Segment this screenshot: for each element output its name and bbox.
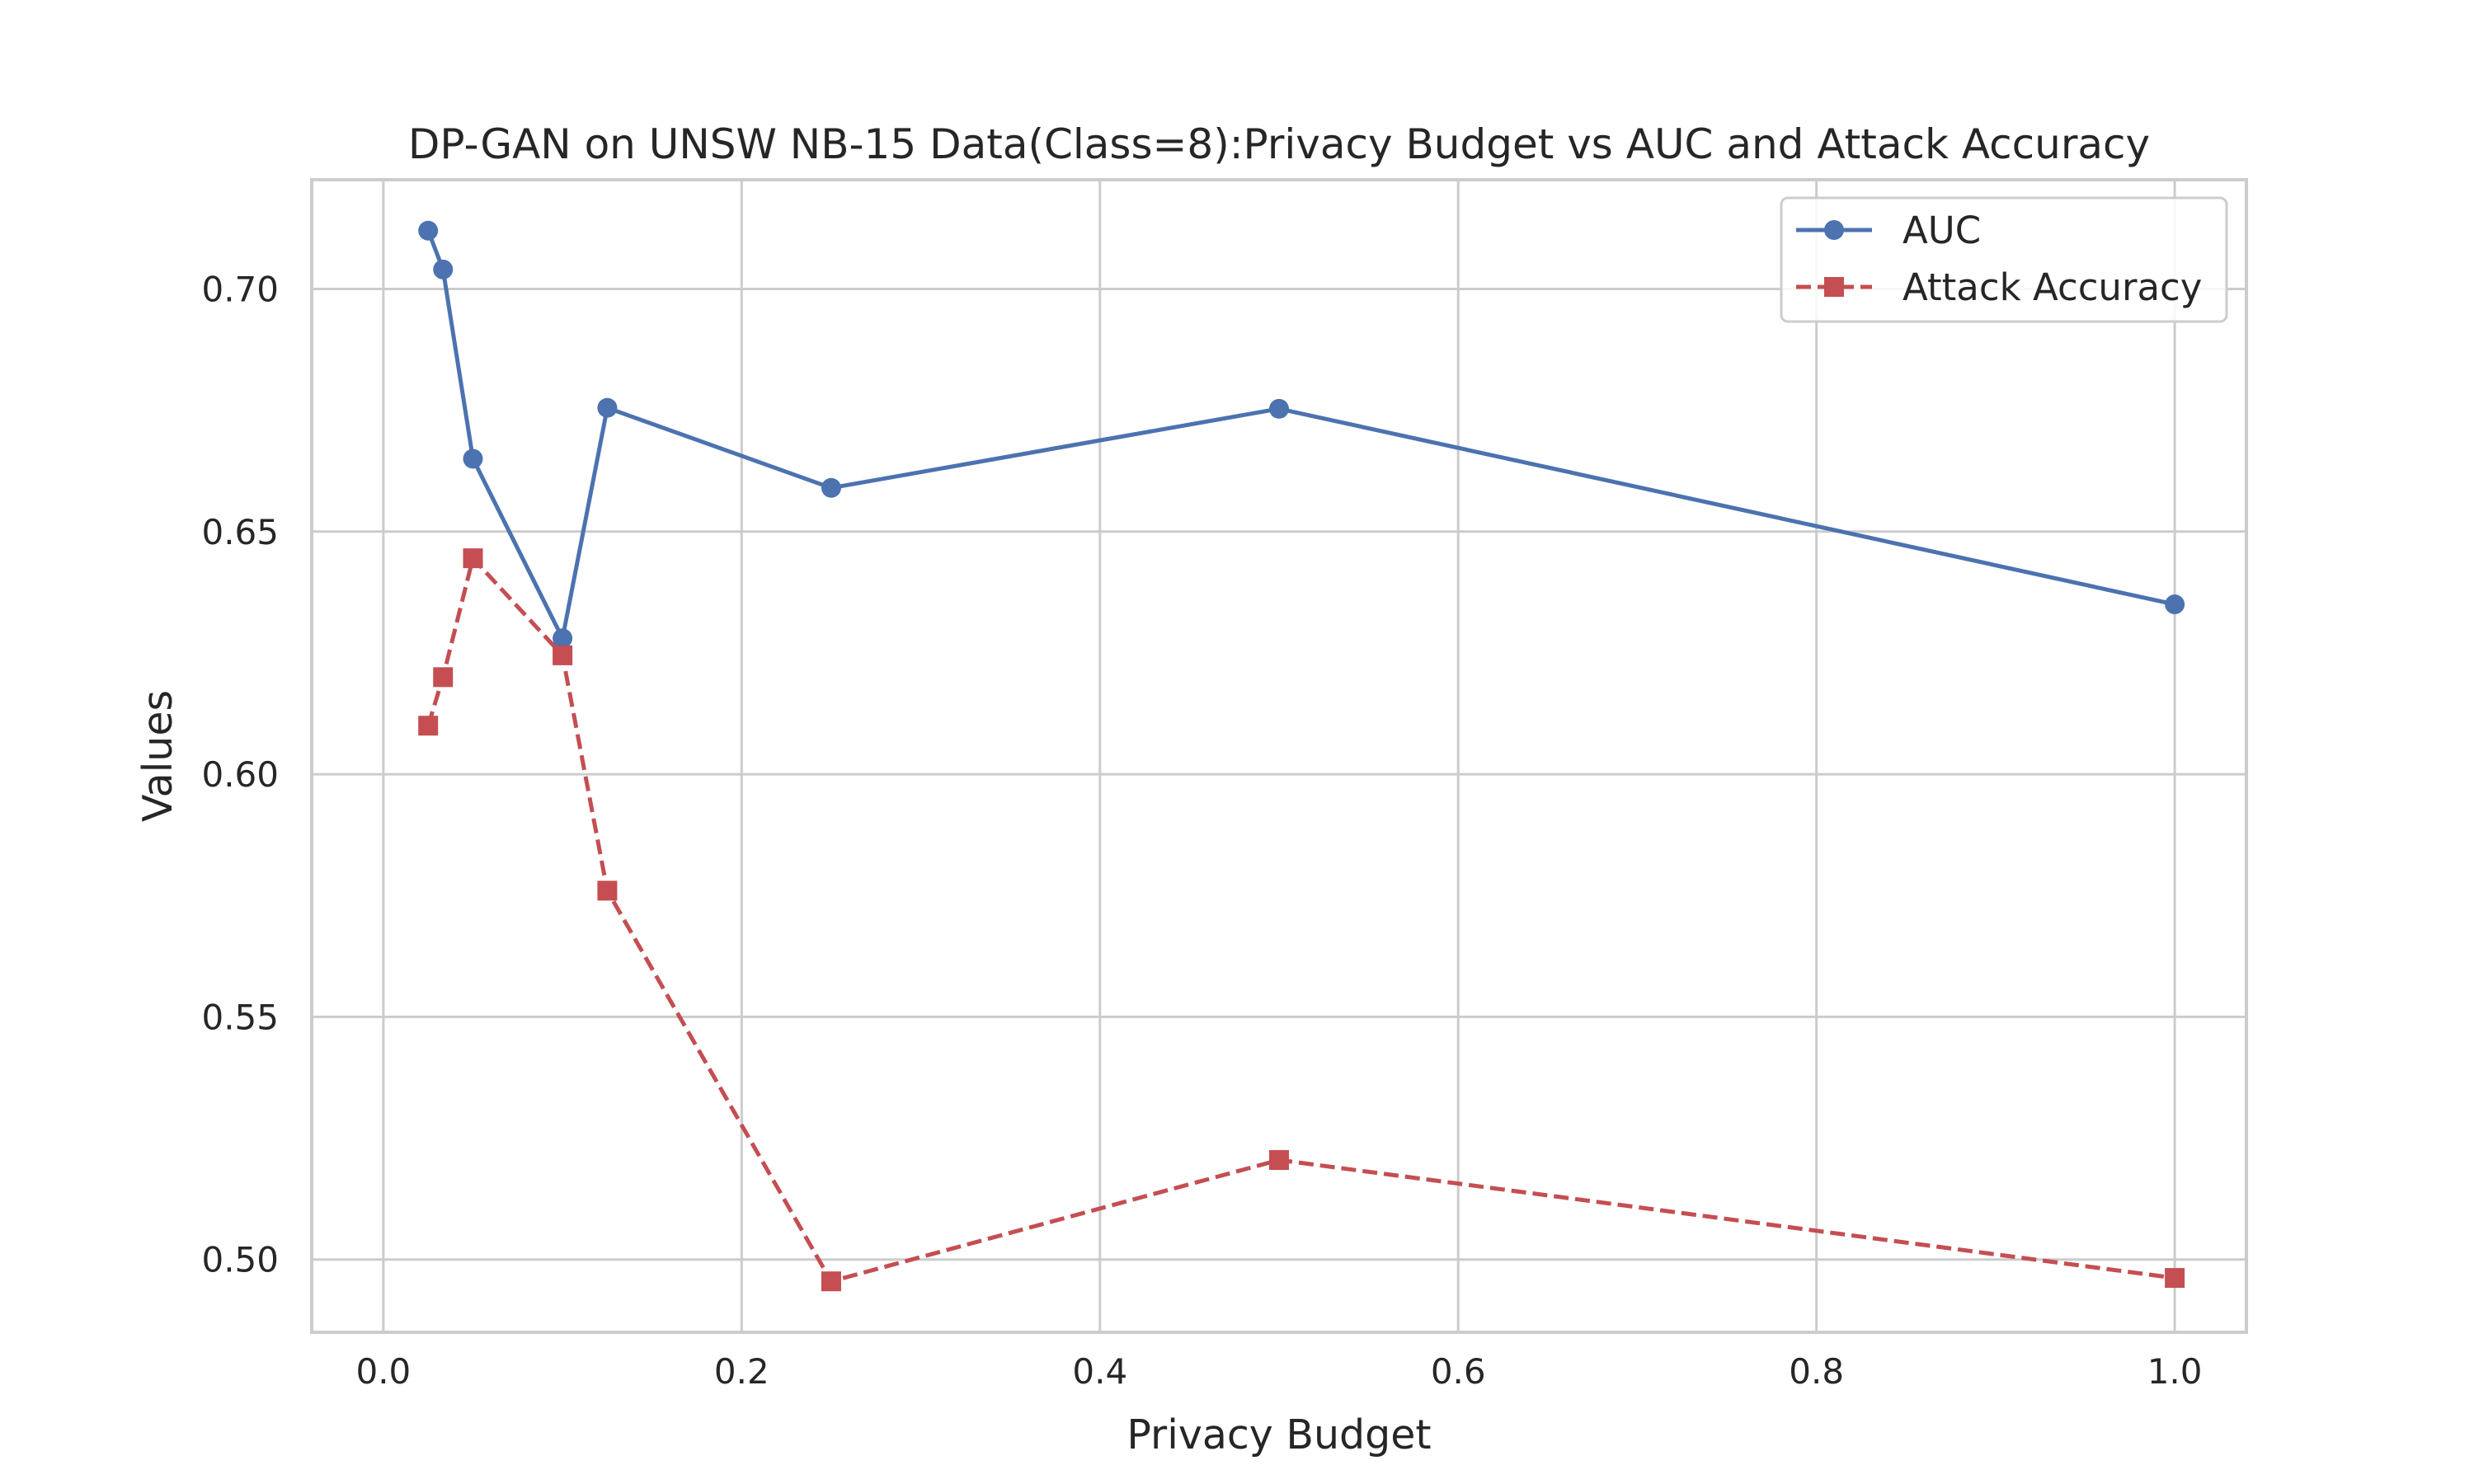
legend-entries: AUC Attack Accuracy — [1796, 209, 2202, 309]
legend-marker — [1824, 220, 1844, 240]
series-auc — [418, 220, 2185, 649]
data-point — [463, 548, 483, 569]
y-tick-labels: 0.50 0.55 0.60 0.65 0.70 — [201, 269, 279, 1280]
grid — [312, 180, 2246, 1332]
legend-label: Attack Accuracy — [1903, 265, 2202, 309]
x-axis-label: Privacy Budget — [1126, 1411, 1431, 1458]
x-tick-labels: 0.0 0.2 0.4 0.6 0.8 1.0 — [355, 1351, 2202, 1392]
data-point — [553, 645, 573, 665]
data-point — [433, 667, 454, 688]
y-tick-label: 0.65 — [201, 512, 279, 552]
chart-title: DP-GAN on UNSW NB-15 Data(Class=8):Priva… — [408, 120, 2150, 168]
y-tick-label: 0.55 — [201, 997, 279, 1037]
series-attack-accuracy — [418, 548, 2185, 1292]
data-point — [1269, 1150, 1289, 1171]
y-tick-label: 0.70 — [201, 269, 279, 309]
data-point — [2165, 594, 2185, 615]
data-point — [597, 881, 618, 901]
y-tick-label: 0.60 — [201, 754, 279, 795]
data-point — [553, 628, 573, 649]
x-tick-label: 0.2 — [714, 1351, 769, 1392]
data-point — [418, 220, 439, 241]
legend: AUC Attack Accuracy — [1780, 196, 2228, 323]
y-axis-label: Values — [134, 690, 181, 822]
data-point — [821, 477, 841, 498]
data-point — [418, 716, 439, 736]
series-line — [426, 556, 2175, 1284]
data-point — [597, 397, 618, 418]
y-tick-label: 0.50 — [201, 1240, 279, 1280]
x-tick-label: 1.0 — [2147, 1351, 2203, 1392]
data-point — [463, 448, 483, 469]
data-point — [2165, 1268, 2185, 1289]
legend-label: AUC — [1903, 209, 1981, 252]
x-tick-label: 0.8 — [1789, 1351, 1844, 1392]
legend-marker — [1824, 277, 1844, 297]
series-line — [426, 229, 2175, 641]
series-layer — [418, 220, 2185, 1292]
plot-frame — [310, 178, 2248, 1334]
x-tick-label: 0.4 — [1072, 1351, 1127, 1392]
data-point — [433, 259, 454, 279]
x-tick-label: 0.0 — [355, 1351, 411, 1392]
data-point — [821, 1271, 841, 1292]
data-point — [1269, 398, 1289, 419]
plot-area — [312, 180, 2246, 1332]
x-tick-label: 0.6 — [1431, 1351, 1486, 1392]
legend-box — [1780, 196, 2228, 323]
